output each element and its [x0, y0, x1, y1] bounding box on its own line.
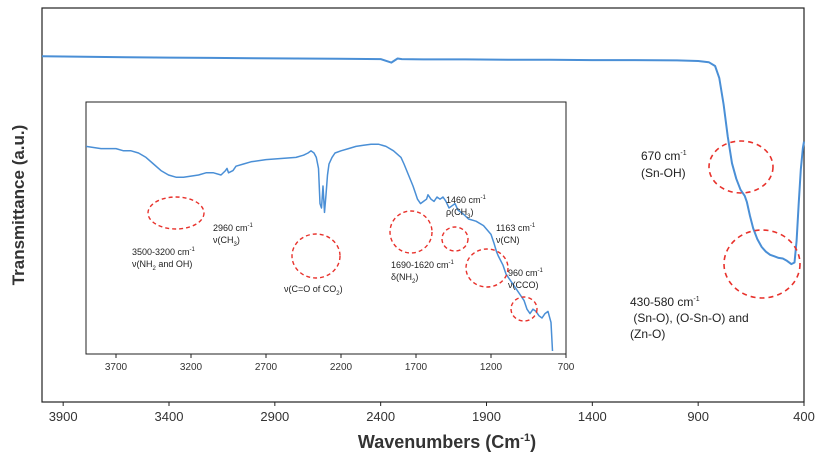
x-tick-label: 2400 [366, 409, 395, 424]
main-x-tick-marks [62, 402, 805, 406]
x-axis-title: Wavenumbers (Cm-1) [358, 432, 536, 452]
annotation-430-580-line3: (Zn-O) [630, 327, 665, 341]
inset-ann-960-line1: 960 cm-1 [508, 268, 544, 278]
inset-ann-960-line2: ν(CCO) [508, 280, 539, 290]
inset-ann-1460-line2: ρ(CH3) [446, 207, 473, 220]
inset-ann-co2: ν(C=O of CO2) [284, 284, 343, 297]
inset-ann-1163-line2: ν(CN) [496, 235, 520, 245]
x-tick-label: 1900 [472, 409, 501, 424]
annotation-430-580-line1: 430-580 cm-1 [630, 295, 700, 309]
x-tick-label: 2900 [260, 409, 289, 424]
x-tick-label: 3400 [155, 409, 184, 424]
x-tick-label: 1200 [480, 362, 503, 373]
x-tick-label: 3200 [180, 362, 203, 373]
x-tick-label: 1400 [578, 409, 607, 424]
inset-ann-1690-line1: 1690-1620 cm-1 [391, 260, 455, 270]
inset-ann-2960-line1: 2960 cm-1 [213, 223, 254, 233]
annotation-circle-430-580 [723, 229, 801, 299]
main-x-tick-labels: 3900 3400 2900 2400 1900 1400 900 400 [49, 409, 815, 424]
main-plot-frame [41, 7, 805, 403]
x-tick-label: 1700 [405, 362, 428, 373]
inset-x-tick-labels: 3700 3200 2700 2200 1700 1200 700 [105, 362, 575, 373]
inset-ann-1460-line1: 1460 cm-1 [446, 195, 487, 205]
inset-spectrum-line [86, 143, 554, 352]
inset-x-tick-marks [115, 354, 567, 358]
inset-circle-1163 [465, 248, 509, 288]
inset-ann-2960-line2: ν(CH3) [213, 235, 240, 248]
inset-circle-1690-1620 [389, 210, 433, 254]
inset-ann-1163-line1: 1163 cm-1 [496, 223, 536, 233]
x-tick-label: 700 [558, 362, 575, 373]
inset-ann-3500-line1: 3500-3200 cm-1 [132, 247, 196, 257]
inset-circle-1460 [441, 226, 469, 252]
inset-circle-3500-3200 [147, 196, 205, 230]
annotation-670-line1: 670 cm-1 [641, 149, 687, 163]
annotation-670-line2: (Sn-OH) [641, 166, 686, 180]
inset-ann-1690-line2: δ(NH2) [391, 272, 418, 285]
x-tick-label: 3900 [49, 409, 78, 424]
annotation-circle-670 [708, 140, 774, 194]
inset-circle-co2 [291, 233, 341, 279]
x-tick-label: 900 [687, 409, 709, 424]
inset-circle-960 [510, 296, 538, 322]
annotation-430-580-line2: (Sn-O), (O-Sn-O) and [630, 311, 749, 325]
y-axis-title: Transmittance (a.u.) [9, 125, 28, 286]
x-tick-label: 3700 [105, 362, 128, 373]
x-tick-label: 400 [793, 409, 815, 424]
inset-ann-3500-line2: ν(NH2 and OH) [132, 259, 192, 272]
inset-plot-frame [85, 101, 567, 355]
x-tick-label: 2200 [330, 362, 353, 373]
x-tick-label: 2700 [255, 362, 278, 373]
main-spectrum-line [41, 55, 805, 266]
